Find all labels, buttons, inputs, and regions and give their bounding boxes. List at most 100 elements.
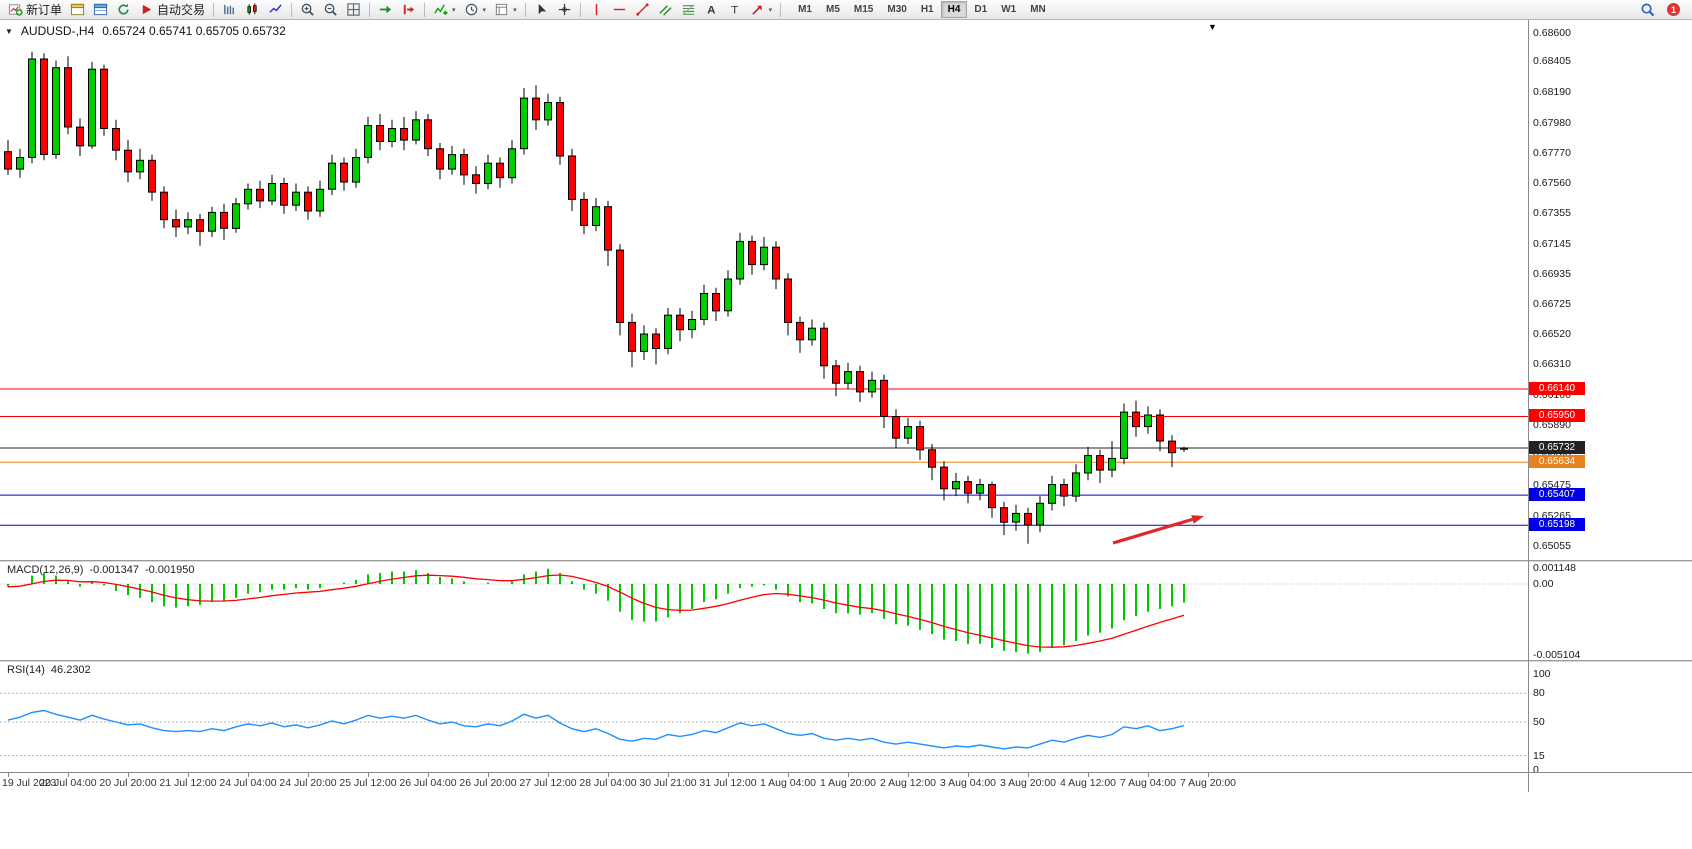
zoom-in-button[interactable] xyxy=(296,1,319,19)
main-chart-panel[interactable]: ▼ AUDUSD-,H4 0.65724 0.65741 0.65705 0.6… xyxy=(0,20,1692,560)
text-label-icon: T xyxy=(727,2,742,17)
rsi-line xyxy=(7,709,1185,750)
new-chart-button[interactable] xyxy=(66,1,89,19)
templates-button[interactable]: ▾ xyxy=(490,1,521,19)
periods-button[interactable]: ▾ xyxy=(460,1,491,19)
toolbar-separator xyxy=(369,2,371,17)
time-tick xyxy=(248,773,249,777)
rsi-value: 46.2302 xyxy=(50,664,91,676)
search-button[interactable] xyxy=(1636,1,1659,19)
time-axis-label: 26 Jul 04:00 xyxy=(399,777,457,789)
macd-axis-label: 0.001148 xyxy=(1533,562,1577,574)
candlestick-plot[interactable] xyxy=(0,20,1528,560)
chart-shift-icon xyxy=(401,2,416,17)
timeframe-m1[interactable]: M1 xyxy=(791,1,819,18)
crosshair-icon xyxy=(557,2,572,17)
tile-windows-button[interactable] xyxy=(342,1,365,19)
zoom-in-icon xyxy=(300,2,315,17)
fibonacci-button[interactable] xyxy=(677,1,700,19)
price-axis-label: 0.65890 xyxy=(1533,419,1571,431)
time-axis-label: 24 Jul 20:00 xyxy=(279,777,337,789)
zoom-out-button[interactable] xyxy=(319,1,342,19)
text-icon: A xyxy=(704,2,719,17)
svg-text:T: T xyxy=(731,5,738,17)
templates-dropdown-icon[interactable]: ▾ xyxy=(513,6,517,14)
rsi-plot[interactable] xyxy=(0,662,1528,772)
time-tick xyxy=(188,773,189,777)
timeframe-bar: M1 M5 M15 M30 H1 H4 D1 W1 MN xyxy=(791,1,1053,18)
vertical-line-button[interactable] xyxy=(585,1,608,19)
macd-plot[interactable] xyxy=(0,562,1528,660)
bar-chart-mode-icon xyxy=(222,2,237,17)
time-tick xyxy=(1028,773,1029,777)
macd-panel[interactable]: MACD(12,26,9) -0.001347 -0.001950 0.0011… xyxy=(0,562,1692,661)
timeframe-mn[interactable]: MN xyxy=(1023,1,1053,18)
price-axis-label: 0.67980 xyxy=(1533,117,1571,129)
macd-name: MACD(12,26,9) xyxy=(7,564,84,576)
line-chart-mode-button[interactable] xyxy=(264,1,287,19)
timeframe-h4[interactable]: H4 xyxy=(940,1,968,18)
rsi-panel[interactable]: RSI(14) 46.2302 100 80 50 15 0 xyxy=(0,662,1692,776)
arrows-icon xyxy=(750,2,765,17)
time-axis-label: 24 Jul 04:00 xyxy=(219,777,277,789)
time-axis-label: 7 Aug 20:00 xyxy=(1179,777,1237,789)
time-tick xyxy=(1148,773,1149,777)
periods-dropdown-icon[interactable]: ▾ xyxy=(482,6,487,14)
timeframe-m15[interactable]: M15 xyxy=(847,1,880,18)
scroll-to-end-icon[interactable]: ▼ xyxy=(1208,22,1217,32)
cursor-button[interactable] xyxy=(530,1,553,19)
time-axis-label: 25 Jul 12:00 xyxy=(339,777,397,789)
time-axis-label: 26 Jul 20:00 xyxy=(459,777,517,789)
panel-splitter-macd[interactable] xyxy=(0,560,1692,562)
time-axis-label: 19 Jul 2023 xyxy=(2,777,57,789)
new-order-label: 新订单 xyxy=(26,3,63,17)
indicators-button[interactable]: ▾ xyxy=(429,1,460,19)
time-tick xyxy=(668,773,669,777)
arrows-dropdown-icon[interactable]: ▾ xyxy=(768,6,773,14)
symbol-period-label: AUDUSD-,H4 xyxy=(20,24,95,38)
trendline-button[interactable] xyxy=(631,1,654,19)
crosshair-button[interactable] xyxy=(553,1,576,19)
chart-menu-icon[interactable]: ▼ xyxy=(5,26,13,36)
trendline-icon xyxy=(635,2,650,17)
timeframe-d1[interactable]: D1 xyxy=(967,1,994,18)
bar-chart-mode-button[interactable] xyxy=(218,1,241,19)
timeframe-m5[interactable]: M5 xyxy=(819,1,847,18)
arrows-button[interactable]: ▾ xyxy=(746,1,777,19)
horizontal-line-button[interactable] xyxy=(608,1,631,19)
macd-main-value: -0.001347 xyxy=(89,564,139,576)
time-axis-label: 3 Aug 04:00 xyxy=(939,777,997,789)
time-axis-label: 30 Jul 21:00 xyxy=(639,777,697,789)
text-button[interactable]: A xyxy=(700,1,723,19)
timeframe-h1[interactable]: H1 xyxy=(914,1,941,18)
time-tick xyxy=(68,773,69,777)
macd-histogram xyxy=(7,568,1185,654)
time-axis-label: 28 Jul 04:00 xyxy=(579,777,637,789)
panel-splitter-rsi[interactable] xyxy=(0,660,1692,662)
time-tick xyxy=(848,773,849,777)
auto-scroll-button[interactable] xyxy=(374,1,397,19)
profiles-button[interactable] xyxy=(89,1,112,19)
timeframe-w1[interactable]: W1 xyxy=(994,1,1023,18)
rsi-axis-label: 15 xyxy=(1533,750,1545,762)
new-order-button[interactable]: 新订单 xyxy=(4,1,66,19)
annotation-arrow[interactable] xyxy=(1112,517,1193,545)
time-axis[interactable]: 19 Jul 2023 20 Jul 04:00 20 Jul 20:00 21 Ju… xyxy=(0,772,1692,792)
timeframe-m30[interactable]: M30 xyxy=(880,1,913,18)
time-axis-label: 20 Jul 20:00 xyxy=(99,777,157,789)
candlestick-mode-button[interactable] xyxy=(241,1,264,19)
time-tick xyxy=(608,773,609,777)
rsi-axis-label: 80 xyxy=(1533,687,1545,699)
text-label-button[interactable]: T xyxy=(723,1,746,19)
price-axis-label: 0.68405 xyxy=(1533,55,1571,67)
auto-trading-button[interactable]: 自动交易 xyxy=(135,1,209,19)
chart-shift-button[interactable] xyxy=(397,1,420,19)
indicators-dropdown-icon[interactable]: ▾ xyxy=(452,6,456,14)
tile-windows-icon xyxy=(346,2,361,17)
equidistant-channel-button[interactable] xyxy=(654,1,677,19)
community-button[interactable] xyxy=(112,1,135,19)
auto-scroll-icon xyxy=(378,2,393,17)
search-icon xyxy=(1640,2,1655,17)
notification-badge[interactable]: 1 xyxy=(1667,3,1680,16)
